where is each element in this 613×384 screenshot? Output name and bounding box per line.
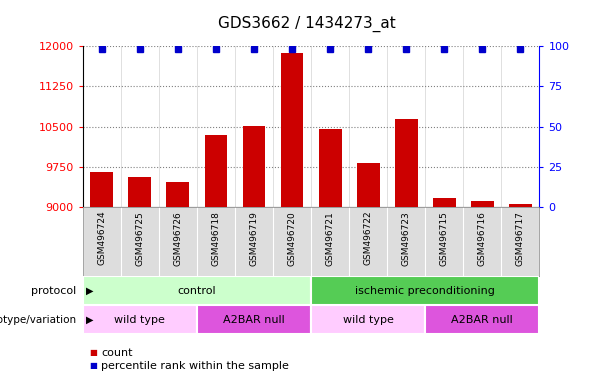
Text: count: count (101, 348, 132, 358)
Text: GSM496725: GSM496725 (135, 211, 144, 266)
Text: ▶: ▶ (86, 286, 93, 296)
Text: GSM496726: GSM496726 (173, 211, 183, 266)
Text: ischemic preconditioning: ischemic preconditioning (356, 286, 495, 296)
Bar (205, 135, 227, 207)
Bar (425, 305, 539, 334)
Text: GSM496723: GSM496723 (402, 211, 411, 266)
Bar (509, 204, 532, 207)
Text: wild type: wild type (343, 314, 394, 325)
Text: A2BAR null: A2BAR null (223, 314, 285, 325)
Text: control: control (178, 286, 216, 296)
Text: ■: ■ (89, 361, 97, 370)
Text: GSM496724: GSM496724 (97, 211, 106, 265)
Text: GSM496721: GSM496721 (326, 211, 335, 266)
Bar (433, 198, 455, 207)
Bar (197, 305, 311, 334)
Bar (357, 163, 379, 207)
Bar (319, 129, 341, 207)
Text: GDS3662 / 1434273_at: GDS3662 / 1434273_at (218, 15, 395, 31)
Bar (90, 172, 113, 207)
Text: A2BAR null: A2BAR null (452, 314, 513, 325)
Text: ▶: ▶ (86, 314, 93, 325)
Bar (167, 182, 189, 207)
Text: percentile rank within the sample: percentile rank within the sample (101, 361, 289, 371)
Text: genotype/variation: genotype/variation (0, 314, 77, 325)
Text: protocol: protocol (31, 286, 77, 296)
Text: GSM496717: GSM496717 (516, 211, 525, 266)
Bar (83, 276, 311, 305)
Bar (83, 305, 197, 334)
Text: GSM496715: GSM496715 (440, 211, 449, 266)
Text: GSM496722: GSM496722 (364, 211, 373, 265)
Text: wild type: wild type (115, 314, 166, 325)
Text: GSM496718: GSM496718 (211, 211, 221, 266)
Text: GSM496720: GSM496720 (287, 211, 297, 266)
Text: GSM496719: GSM496719 (249, 211, 259, 266)
Bar (395, 119, 417, 207)
Bar (129, 177, 151, 207)
Bar (281, 53, 303, 207)
Text: GSM496716: GSM496716 (478, 211, 487, 266)
Bar (311, 276, 539, 305)
Bar (243, 126, 265, 207)
Text: ■: ■ (89, 348, 97, 356)
Bar (471, 201, 494, 207)
Bar (311, 305, 425, 334)
